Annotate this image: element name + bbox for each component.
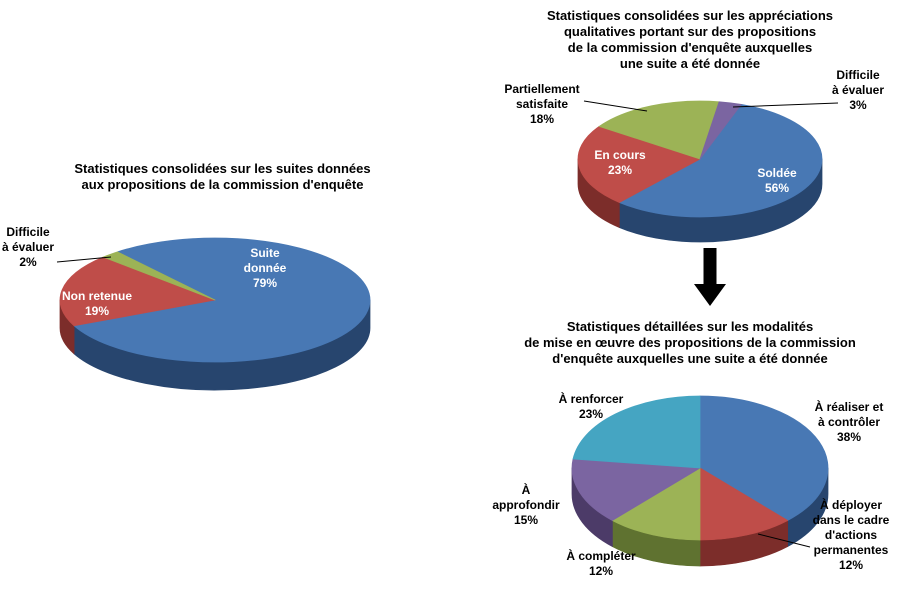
chart-title-line: Statistiques consolidées sur les appréci… — [546, 8, 834, 23]
leader-line — [583, 100, 648, 112]
leader-line — [56, 256, 112, 263]
pie-slice — [59, 256, 216, 327]
chart-title-line: de la commission d'enquête auxquelles — [567, 40, 813, 55]
chart-title-suites-donnees: Statistiques consolidées sur les suites … — [40, 161, 405, 193]
pie-slice — [102, 251, 216, 301]
pie-slice — [572, 395, 701, 469]
pie-slice — [571, 458, 701, 521]
leader-line — [732, 102, 839, 108]
chart-title-line: Statistiques consolidées sur les suites … — [74, 161, 371, 176]
chart-title-line: aux propositions de la commission d'enqu… — [81, 177, 364, 192]
chart-title-line: qualitatives portant sur des proposition… — [563, 24, 817, 39]
chart-title-line: d'enquête auxquelles une suite a été don… — [552, 351, 828, 366]
pie-chart-modalites-mise-en-oeuvre — [571, 395, 829, 567]
chart-title-line: une suite a été donnée — [619, 56, 761, 71]
chart-title-modalites-mise-en-oeuvre: Statistiques détaillées sur les modalité… — [480, 319, 900, 367]
down-arrow-icon — [694, 248, 726, 306]
pie-slice — [699, 395, 829, 521]
pie-slice — [699, 467, 788, 541]
chart-title-line: de mise en œuvre des propositions de la … — [524, 335, 856, 350]
pie-slice — [577, 126, 701, 203]
leader-line — [757, 533, 811, 548]
pie-slice — [618, 104, 823, 218]
chart-title-line: Statistiques détaillées sur les modalité… — [566, 319, 814, 334]
pie-slice — [612, 467, 701, 541]
chart-title-appreciations-qualitatives: Statistiques consolidées sur les appréci… — [480, 8, 900, 72]
pie-chart-suites-donnees — [56, 237, 371, 391]
pie-chart-appreciations-qualitatives — [577, 100, 839, 243]
pie-slice — [598, 100, 720, 160]
pie-slice — [699, 101, 742, 160]
pie-slice — [73, 237, 371, 363]
